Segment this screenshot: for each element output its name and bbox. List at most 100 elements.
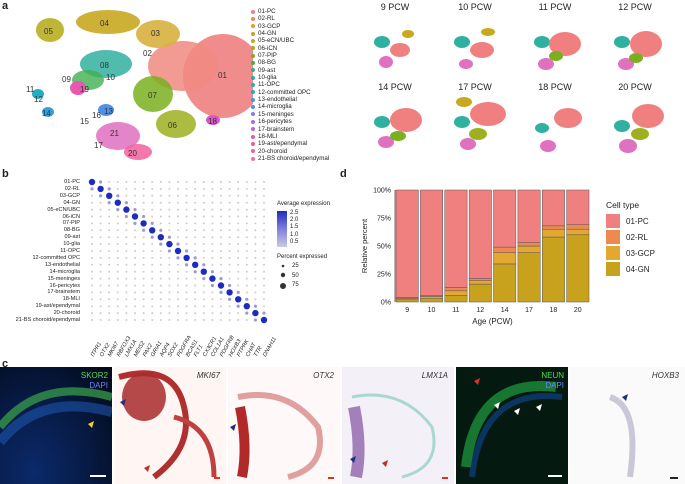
dotplot-dot [134, 236, 136, 239]
dotplot-dot [168, 263, 171, 266]
legend-label: 17-brainstem [258, 125, 295, 133]
dotplot-dot [228, 181, 231, 183]
dotplot-dot [108, 250, 111, 252]
legend-swatch [251, 127, 255, 132]
dotplot-dot [168, 305, 171, 308]
dotplot-dot [219, 277, 223, 281]
dotplot-grid [88, 178, 268, 324]
bar-segment [517, 252, 541, 303]
dotplot-row-label: 02-RL [64, 185, 80, 192]
bar-segment [444, 189, 468, 288]
dotplot-dot [254, 277, 257, 280]
dotplot-dot [237, 194, 240, 197]
dotplot-dot [151, 298, 154, 301]
bar-segment [542, 225, 565, 230]
dotplot-dot [220, 194, 222, 197]
dotplot-dot [220, 201, 222, 204]
dotplot-dot [202, 243, 205, 246]
dotplot-dot [142, 194, 145, 197]
dotplot-dot [177, 194, 179, 197]
legend-title: Cell type [606, 200, 639, 210]
dotplot-dot [142, 236, 145, 239]
dotplot-dot [159, 298, 162, 301]
pct-tick: 75 [292, 282, 299, 288]
bar-segment [566, 189, 590, 225]
dotplot-dot [142, 228, 146, 232]
bar-segment [566, 228, 590, 236]
dotplot-dot [134, 319, 136, 321]
dotplot-dot [245, 236, 248, 239]
dotplot-dot [159, 194, 162, 197]
dotplot-dot [108, 305, 111, 308]
dotplot-dot [228, 187, 231, 190]
legend-swatch [606, 214, 620, 228]
dotplot-dot [116, 305, 119, 308]
pcw-title: 11 PCW [538, 2, 572, 12]
dotplot-dot [108, 291, 111, 294]
dotplot-dot [151, 181, 154, 183]
umap-cluster-11 [32, 89, 44, 99]
dotplot-dot [116, 256, 119, 259]
pcw-title: 18 PCW [538, 82, 572, 92]
umap-cluster-17 [96, 122, 140, 150]
y-axis-title: Relative percent [360, 218, 369, 273]
dotplot-dot [176, 242, 180, 246]
y-tick-label: 0% [381, 300, 391, 307]
dotplot-dot [245, 291, 248, 294]
dotplot-dot [185, 277, 188, 280]
dotplot-dot [99, 291, 102, 294]
dotplot-dot [228, 250, 231, 252]
dotplot-dot [237, 201, 240, 204]
umap-legend-item: 18-MLI [251, 133, 329, 140]
dotplot-dot [99, 298, 102, 301]
umap-legend-item: 19-ast/ependymal [251, 140, 329, 147]
dotplot-dot [220, 236, 222, 239]
dotplot-dot [91, 215, 93, 218]
dotplot-dot [228, 270, 231, 273]
dotplot-dot [91, 277, 93, 280]
dotplot-dot [194, 215, 197, 218]
dotplot-dot [177, 187, 179, 190]
dotplot-dot [185, 187, 188, 190]
pcw-title: 20 PCW [618, 82, 652, 92]
dotplot-dot [192, 261, 199, 268]
legend-swatch [251, 149, 255, 154]
micrograph-label: LMX1A [421, 371, 448, 380]
dotplot-dot [236, 290, 240, 294]
panel-label-c: c [2, 358, 9, 370]
dotplot-dot [211, 236, 214, 239]
x-tick-label: 9 [405, 307, 409, 314]
dotplot-dot [194, 194, 197, 197]
micrograph-skor2: SKOR2 DAPI [0, 367, 112, 484]
dotplot-dot [185, 291, 188, 294]
dotplot-dot [236, 304, 240, 308]
umap-label-09: 09 [62, 75, 71, 84]
dotplot-dot [168, 222, 171, 225]
dotplot-dot [151, 243, 154, 246]
dotplot-dot [245, 319, 248, 321]
dotplot-dot [168, 201, 171, 204]
dotplot-dot [193, 270, 197, 274]
umap-label-19: 19 [80, 85, 89, 94]
umap-legend: 01-PC 02-RL 03-GCP 04-GN 05-eCN/UBC 06-iCN 07-… [251, 8, 329, 162]
umap-label-18: 18 [208, 117, 217, 126]
panel-label-a: a [2, 0, 9, 12]
dotplot-dot [254, 208, 257, 211]
micrograph-label: SKOR2 [80, 371, 108, 380]
dotplot-dot [220, 256, 222, 259]
dotplot-dot [177, 319, 179, 321]
dotplot-dot [168, 194, 171, 197]
dotplot-dot [220, 270, 222, 273]
umap-cluster-02 [148, 41, 218, 91]
legend-label: 01-PC [626, 217, 649, 226]
mini-umap-20pcw [614, 104, 664, 153]
x-tick-label: 17 [525, 307, 533, 314]
dotplot-dot [151, 312, 154, 315]
umap-legend-item: 16-pericytes [251, 118, 329, 125]
dotplot-dot [228, 297, 232, 301]
dotplot-dot [168, 277, 171, 280]
legend-label: 05-eCN/UBC [258, 37, 295, 45]
dotplot-dot [202, 305, 205, 308]
legend-label: 13-endothelial [258, 96, 297, 104]
dotplot-dot [159, 222, 162, 225]
